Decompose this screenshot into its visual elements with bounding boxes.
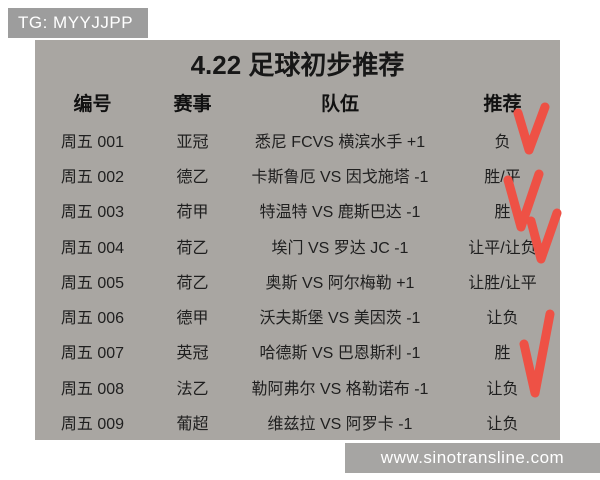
- match-pick: 负: [494, 133, 511, 151]
- table-row: 周五 003 荷甲 特温特 VS 鹿斯巴达 -1 胜: [35, 193, 560, 228]
- match-pick: 胜/平: [484, 168, 521, 186]
- match-league: 德甲: [176, 310, 209, 328]
- table-row: 周五 001 亚冠 悉尼 FCVS 横滨水手 +1 负: [35, 122, 560, 157]
- match-number: 周五 001: [60, 133, 125, 151]
- match-teams: 维兹拉 VS 阿罗卡 -1: [267, 416, 413, 434]
- table-row: 周五 002 德乙 卡斯鲁厄 VS 因戈施塔 -1 胜/平: [35, 157, 560, 192]
- header-pick: 推荐: [483, 93, 522, 115]
- table-row: 周五 005 荷乙 奥斯 VS 阿尔梅勒 +1 让胜/让平: [35, 263, 560, 298]
- match-teams: 卡斯鲁厄 VS 因戈施塔 -1: [251, 168, 429, 186]
- recommendations-board: 4.22 足球初步推荐 编号 赛事 队伍 推荐 周五 001 亚冠 悉尼 FCV…: [35, 40, 560, 440]
- match-number: 周五 006: [60, 310, 125, 328]
- table-body: 周五 001 亚冠 悉尼 FCVS 横滨水手 +1 负 周五 002 德乙 卡斯…: [35, 122, 560, 440]
- table-row: 周五 004 荷乙 埃门 VS 罗达 JC -1 让平/让负: [35, 228, 560, 263]
- table-row: 周五 008 法乙 勒阿弗尔 VS 格勒诺布 -1 让负: [35, 369, 560, 404]
- match-league: 亚冠: [176, 133, 209, 151]
- match-pick: 胜: [494, 204, 511, 222]
- match-teams: 特温特 VS 鹿斯巴达 -1: [259, 204, 421, 222]
- match-number: 周五 007: [60, 345, 125, 363]
- match-league: 德乙: [176, 168, 209, 186]
- match-league: 法乙: [176, 380, 209, 398]
- match-teams: 埃门 VS 罗达 JC -1: [271, 239, 409, 257]
- table-header-row: 编号 赛事 队伍 推荐: [35, 82, 560, 122]
- match-pick: 让负: [486, 380, 519, 398]
- page-title: 4.22 足球初步推荐: [190, 49, 405, 80]
- table-row: 周五 009 葡超 维兹拉 VS 阿罗卡 -1 让负: [35, 404, 560, 439]
- match-teams: 哈德斯 VS 巴恩斯利 -1: [259, 345, 421, 363]
- match-league: 葡超: [176, 416, 209, 434]
- watermark-url: www.sinotransline.com: [345, 443, 600, 473]
- match-pick: 让平/让负: [468, 239, 537, 257]
- table-row: 周五 006 德甲 沃夫斯堡 VS 美因茨 -1 让负: [35, 298, 560, 333]
- table-row: 周五 007 英冠 哈德斯 VS 巴恩斯利 -1 胜: [35, 334, 560, 369]
- match-teams: 沃夫斯堡 VS 美因茨 -1: [259, 310, 421, 328]
- match-pick: 让胜/让平: [468, 274, 537, 292]
- match-teams: 勒阿弗尔 VS 格勒诺布 -1: [251, 380, 429, 398]
- match-pick: 胜: [494, 345, 511, 363]
- header-league: 赛事: [173, 93, 212, 115]
- match-teams: 悉尼 FCVS 横滨水手 +1: [254, 133, 426, 151]
- match-number: 周五 009: [60, 416, 125, 434]
- match-number: 周五 004: [60, 239, 125, 257]
- match-league: 英冠: [176, 345, 209, 363]
- match-teams: 奥斯 VS 阿尔梅勒 +1: [265, 274, 415, 292]
- header-no: 编号: [73, 93, 112, 115]
- match-league: 荷甲: [176, 204, 209, 222]
- match-number: 周五 005: [60, 274, 125, 292]
- match-pick: 让负: [486, 310, 519, 328]
- match-league: 荷乙: [176, 274, 209, 292]
- telegram-handle-badge: TG: MYYJJPP: [8, 8, 148, 38]
- match-number: 周五 008: [60, 380, 125, 398]
- match-number: 周五 003: [60, 204, 125, 222]
- match-league: 荷乙: [176, 239, 209, 257]
- match-number: 周五 002: [60, 168, 125, 186]
- match-pick: 让负: [486, 416, 519, 434]
- header-teams: 队伍: [320, 93, 359, 115]
